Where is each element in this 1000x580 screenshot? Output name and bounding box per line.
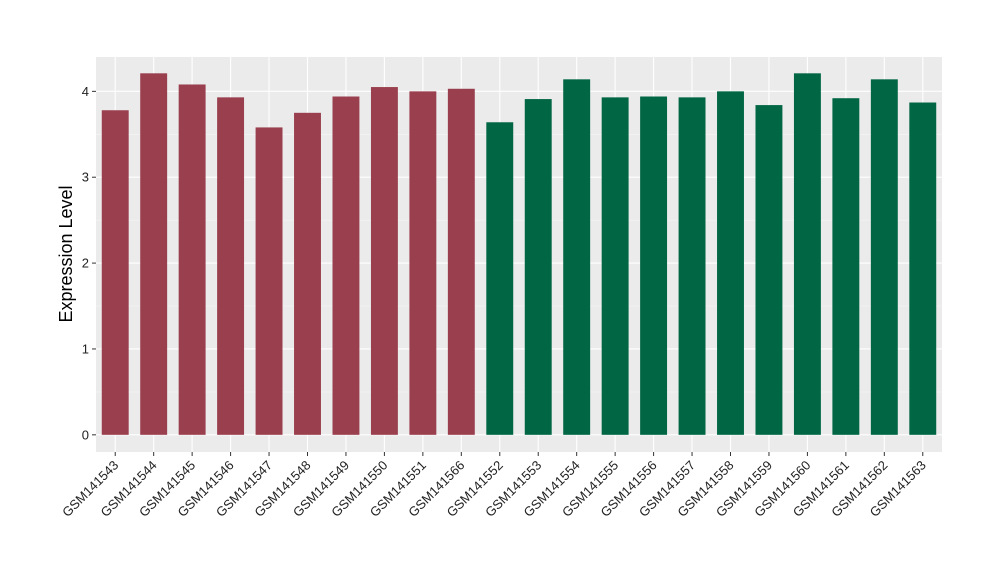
y-axis-title: Expression Level <box>56 185 76 322</box>
bar-GSM141559 <box>755 105 783 435</box>
bar-GSM141547 <box>255 127 283 435</box>
bar-GSM141544 <box>140 73 168 435</box>
y-tick-label: 3 <box>82 170 89 185</box>
bar-GSM141566 <box>447 88 475 435</box>
bar-GSM141551 <box>409 91 437 435</box>
y-tick-label: 2 <box>82 256 89 271</box>
bar-GSM141543 <box>101 110 129 435</box>
y-axis: 0 1 2 3 4 <box>82 84 96 442</box>
bar-GSM141552 <box>486 122 514 435</box>
bar-GSM141556 <box>640 96 668 435</box>
bar-GSM141548 <box>294 112 321 435</box>
bar-GSM141563 <box>909 102 937 435</box>
bar-GSM141554 <box>563 79 591 435</box>
bar-GSM141545 <box>178 84 206 435</box>
bar-GSM141557 <box>678 97 706 435</box>
bar-GSM141560 <box>793 73 821 435</box>
bar-GSM141558 <box>717 91 744 435</box>
bar-GSM141546 <box>217 97 245 435</box>
bar-GSM141553 <box>524 99 552 435</box>
y-tick-label: 0 <box>82 427 89 442</box>
y-tick-label: 1 <box>82 341 89 356</box>
y-tick-label: 4 <box>82 84 89 99</box>
bar-GSM141562 <box>870 79 898 435</box>
bar-GSM141561 <box>832 98 860 435</box>
bar-GSM141549 <box>332 96 360 435</box>
bar-GSM141555 <box>601 97 629 435</box>
bar-GSM141550 <box>370 87 398 435</box>
bars <box>101 73 937 435</box>
x-axis: GSM141543GSM141544GSM141545GSM141546GSM1… <box>59 452 929 520</box>
